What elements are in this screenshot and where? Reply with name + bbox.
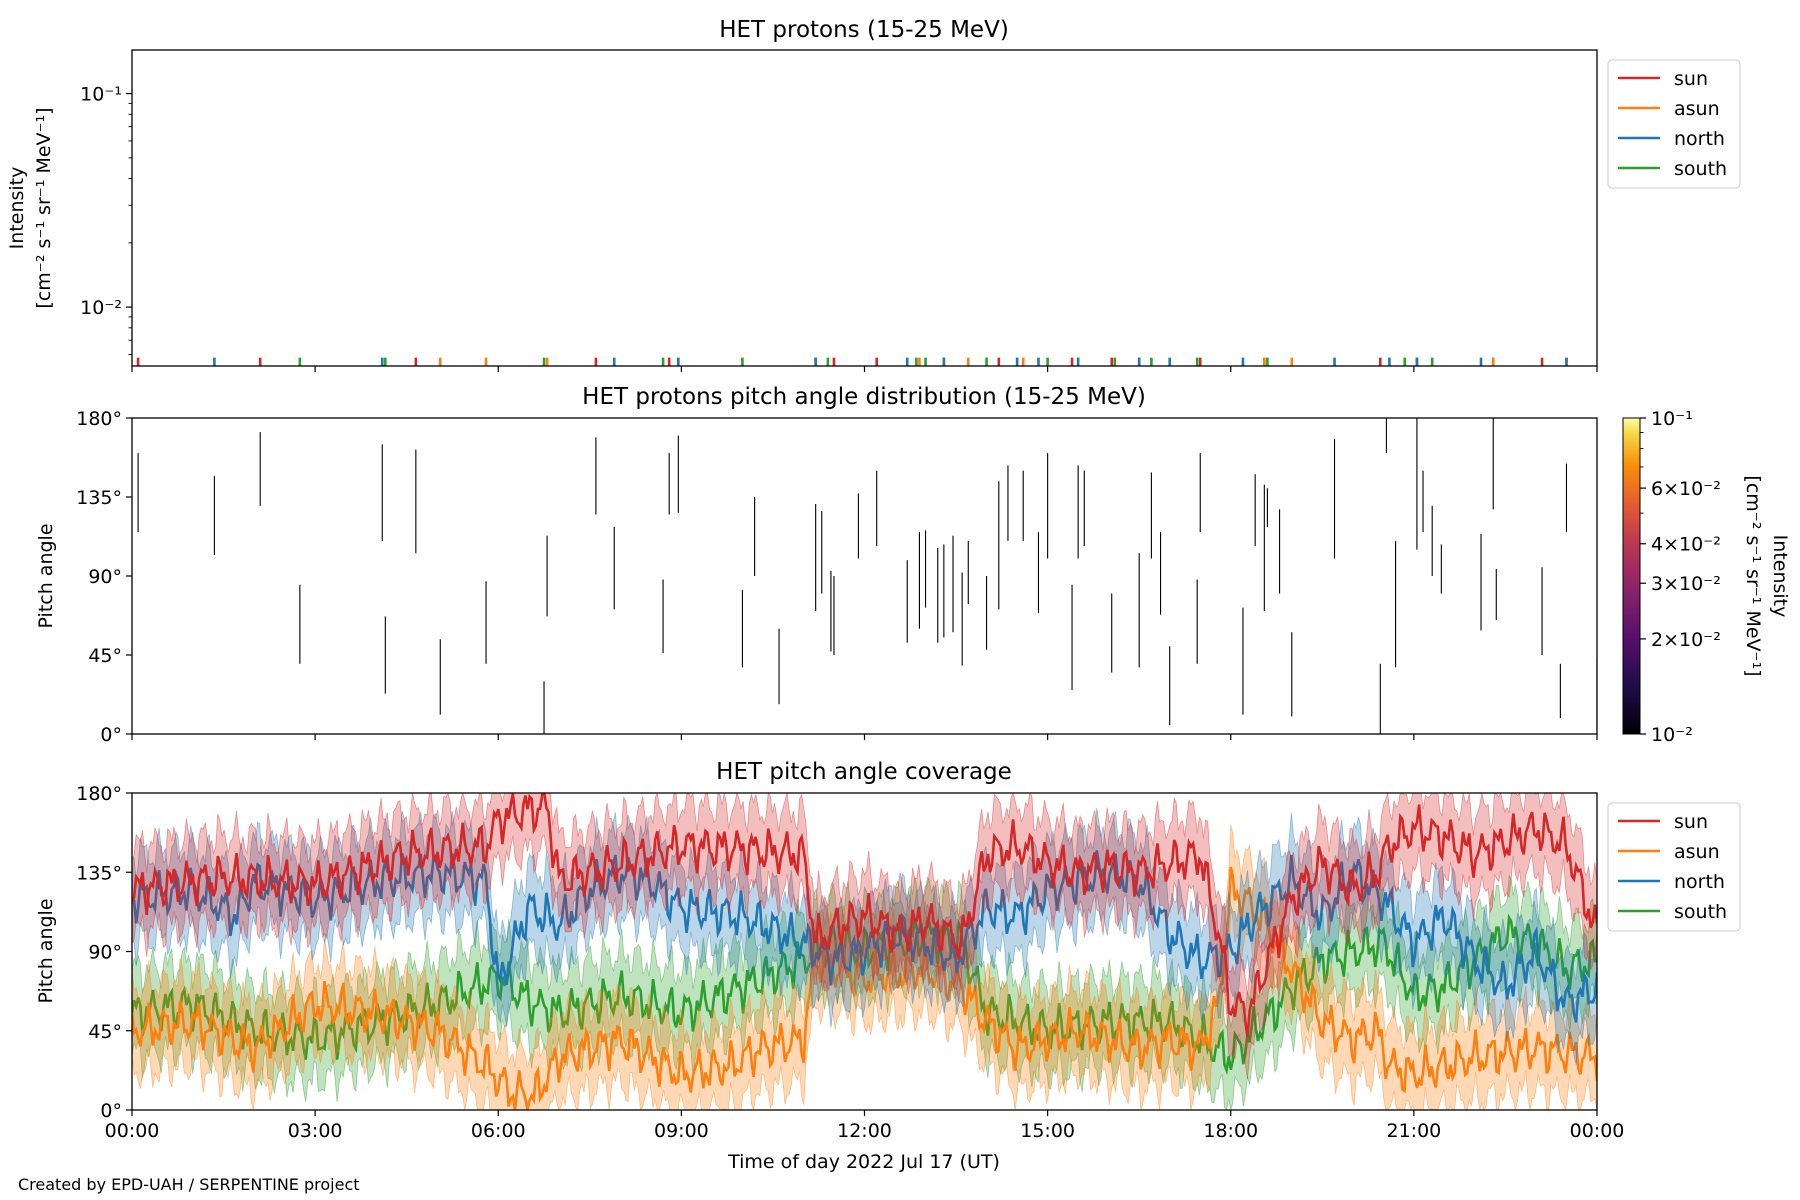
- colorbar-gradient: [1622, 417, 1641, 735]
- y-tick-label: 10⁻¹: [80, 84, 122, 106]
- colorbar-tick-label: 10⁻¹: [1651, 408, 1693, 430]
- colorbar-tick-label: 3×10⁻²: [1651, 573, 1721, 595]
- pad-y-label: Pitch angle: [35, 523, 57, 628]
- coverage-x-ticks: 00:00 03:00 06:00 09:00 12:00 15:00 18:00 21:00…: [105, 1110, 1625, 1142]
- x-tick-label: 09:00: [654, 1120, 709, 1142]
- coverage-panel-title: HET pitch angle coverage: [716, 759, 1012, 785]
- y-tick-label: 90°: [88, 566, 122, 588]
- y-tick-label: 90°: [88, 942, 122, 964]
- intensity-panel-title: HET protons (15-25 MeV): [719, 17, 1009, 43]
- pad-panel: HET protons pitch angle distribution (15…: [35, 384, 1791, 746]
- intensity-y-label-line2: [cm⁻² s⁻¹ sr⁻¹ MeV⁻¹]: [33, 107, 55, 308]
- x-tick-label: 21:00: [1386, 1120, 1441, 1142]
- x-tick-label: 18:00: [1203, 1120, 1258, 1142]
- colorbar-units: [cm⁻² s⁻¹ sr⁻¹ MeV⁻¹]: [1742, 475, 1764, 676]
- y-tick-label: 0°: [100, 724, 122, 746]
- coverage-band-north: [132, 808, 1597, 1065]
- intensity-legend: sun asun north south: [1607, 59, 1741, 189]
- intensity-y-ticks: 10⁻² 10⁻¹: [80, 84, 132, 355]
- legend1-label-asun: asun: [1674, 98, 1720, 120]
- intensity-legend-box: [1607, 59, 1741, 189]
- intensity-plot-frame: [131, 49, 1598, 367]
- colorbar-ticks: 10⁻¹ 6×10⁻² 4×10⁻² 3×10⁻² 2×10⁻² 10⁻²: [1640, 408, 1721, 746]
- coverage-legend-box: [1607, 802, 1741, 932]
- coverage-line-asun: [132, 866, 1597, 1110]
- coverage-line-sun: [132, 793, 1597, 1038]
- y-tick-label: 0°: [100, 1100, 122, 1122]
- intensity-x-ticks: [131, 366, 1598, 372]
- y-tick-label: 45°: [88, 645, 122, 667]
- y-tick-label: 10⁻²: [80, 297, 122, 319]
- credit-text: Created by EPD-UAH / SERPENTINE project: [18, 1175, 360, 1194]
- x-tick-label: 15:00: [1020, 1120, 1075, 1142]
- legend1-label-south: south: [1674, 158, 1727, 180]
- pad-plot-frame: [131, 417, 1598, 735]
- intensity-y-label-line1: Intensity: [6, 167, 28, 250]
- x-tick-label: 06:00: [471, 1120, 526, 1142]
- coverage-data: [132, 793, 1597, 1110]
- y-tick-label: 180°: [76, 783, 122, 805]
- y-tick-label: 135°: [76, 862, 122, 884]
- colorbar-tick-label: 6×10⁻²: [1651, 478, 1721, 500]
- pad-data: [137, 418, 1597, 734]
- y-tick-label: 180°: [76, 408, 122, 430]
- pad-panel-title: HET protons pitch angle distribution (15…: [582, 384, 1146, 410]
- x-tick-label: 00:00: [105, 1120, 160, 1142]
- legend3-label-asun: asun: [1674, 841, 1720, 863]
- colorbar-label: Intensity: [1769, 535, 1791, 618]
- coverage-legend: sun asun north south: [1607, 802, 1741, 932]
- coverage-y-ticks: 0° 45° 90° 135° 180°: [76, 783, 132, 1122]
- intensity-panel: HET protons (15-25 MeV) 10⁻² 10⁻¹ Intensi…: [6, 17, 1741, 372]
- coverage-line-south: [132, 913, 1597, 1076]
- coverage-y-label: Pitch angle: [35, 898, 57, 1003]
- intensity-data: [136, 357, 1568, 366]
- colorbar-tick-label: 2×10⁻²: [1651, 629, 1721, 651]
- x-axis-label: Time of day 2022 Jul 17 (UT): [727, 1151, 1000, 1173]
- coverage-plot-frame: [131, 792, 1598, 1111]
- x-tick-label: 12:00: [837, 1120, 892, 1142]
- legend3-label-sun: sun: [1674, 811, 1708, 833]
- x-tick-label: 00:00: [1570, 1120, 1625, 1142]
- colorbar-tick-label: 4×10⁻²: [1651, 534, 1721, 556]
- legend3-label-south: south: [1674, 901, 1727, 923]
- colorbar-tick-label: 10⁻²: [1651, 724, 1693, 746]
- x-tick-label: 03:00: [288, 1120, 343, 1142]
- y-tick-label: 135°: [76, 487, 122, 509]
- coverage-panel: HET pitch angle coverage 0° 45° 90° 135° 180…: [35, 759, 1741, 1173]
- legend1-label-sun: sun: [1674, 68, 1708, 90]
- legend1-label-north: north: [1674, 128, 1725, 150]
- y-tick-label: 45°: [88, 1021, 122, 1043]
- coverage-band-sun: [132, 793, 1597, 1080]
- pad-x-ticks: [131, 734, 1598, 740]
- pad-y-ticks: 0° 45° 90° 135° 180°: [76, 408, 132, 746]
- colorbar: 10⁻¹ 6×10⁻² 4×10⁻² 3×10⁻² 2×10⁻² 10⁻² Intensi…: [1622, 408, 1791, 746]
- legend3-label-north: north: [1674, 871, 1725, 893]
